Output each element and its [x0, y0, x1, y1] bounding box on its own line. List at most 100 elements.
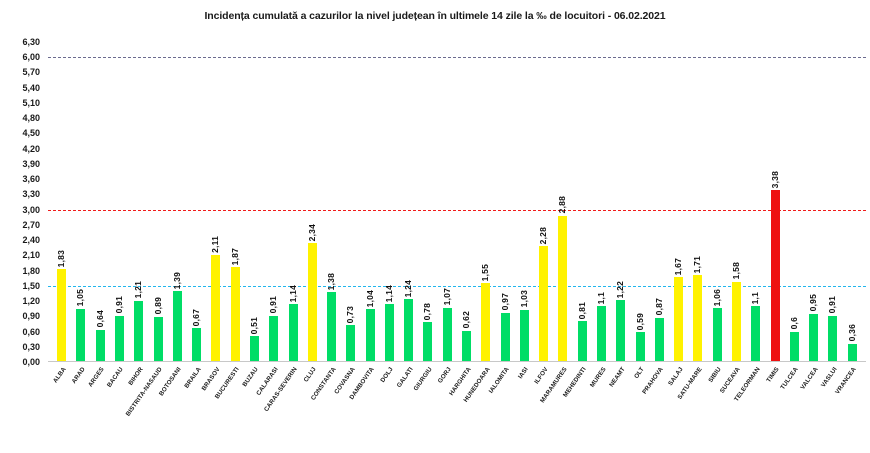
bar-slot: 0,97	[495, 42, 514, 362]
bar[interactable]	[847, 343, 857, 362]
bar[interactable]	[114, 315, 124, 362]
y-axis-tick-label: 1,50	[22, 280, 40, 291]
bar[interactable]	[192, 327, 202, 362]
bar[interactable]	[635, 332, 645, 362]
bar[interactable]	[654, 317, 664, 362]
bar[interactable]	[828, 315, 838, 362]
x-axis-category-label: GALATI	[395, 366, 415, 389]
x-axis-slot: VRANCEA	[834, 364, 862, 449]
bar-slot: 0,73	[341, 42, 360, 362]
bar[interactable]	[211, 254, 221, 362]
bar[interactable]	[558, 215, 568, 362]
bar[interactable]	[76, 308, 86, 362]
bar[interactable]	[519, 309, 529, 362]
x-axis-category-label: ILFOV	[532, 366, 550, 386]
bar-value-label: 0,81	[576, 301, 587, 319]
x-axis-slot: BRAILA	[183, 364, 206, 449]
bar-value-label: 0,97	[499, 293, 510, 311]
x-axis-slot: ALBA	[52, 364, 71, 449]
y-axis-tick-label: 3,90	[22, 158, 40, 169]
bar-slot: 2,34	[303, 42, 322, 362]
x-axis-slot: SIBIU	[707, 364, 727, 449]
bar-slot: 0,67	[187, 42, 206, 362]
bar-slot: 1,67	[669, 42, 688, 362]
bar[interactable]	[95, 329, 105, 362]
bar-slot: 1,14	[283, 42, 302, 362]
x-axis-slot: HUNEDOARA	[462, 364, 495, 449]
bar-slot: 1,24	[399, 42, 418, 362]
bar-value-label: 0,36	[846, 324, 857, 342]
bar-slot: 2,11	[206, 42, 225, 362]
bar-value-label: 0,64	[94, 310, 105, 328]
bar[interactable]	[423, 322, 433, 362]
bar-slot: 1,04	[361, 42, 380, 362]
y-axis-tick-label: 6,30	[22, 37, 40, 47]
bar[interactable]	[153, 316, 163, 362]
y-axis-tick-label: 2,70	[22, 219, 40, 230]
bar-slot: 1,22	[611, 42, 630, 362]
bar[interactable]	[616, 300, 626, 362]
bar[interactable]	[577, 320, 587, 362]
chart-title: Incidența cumulată a cazurilor la nivel …	[204, 10, 666, 22]
bar-value-label: 0,62	[461, 311, 472, 329]
x-axis-category-label: OLT	[633, 366, 646, 381]
bar-value-label: 1,05	[75, 289, 86, 307]
bar-value-label: 1,22	[615, 280, 626, 299]
bar[interactable]	[230, 267, 240, 362]
bar-value-label: 2,34	[306, 223, 317, 242]
bar-value-label: 0,91	[113, 296, 124, 314]
bar[interactable]	[462, 330, 472, 362]
bar[interactable]	[789, 331, 799, 362]
reference-line-threshold-3	[48, 209, 866, 211]
bar-value-label: 0,91	[827, 296, 838, 314]
bar[interactable]	[288, 304, 298, 362]
x-axis-slot: TIMIS	[765, 364, 784, 449]
bar-slot: 0,36	[843, 42, 862, 362]
bar[interactable]	[597, 306, 607, 362]
x-axis-slot: MARAMURES	[539, 364, 572, 449]
bar-slot: 1,71	[688, 42, 707, 362]
bar-slot: 0,91	[110, 42, 129, 362]
bar-value-label: 0,51	[248, 316, 259, 335]
bar[interactable]	[731, 281, 741, 362]
bar-value-label: 1,14	[383, 284, 394, 303]
bar[interactable]	[809, 313, 819, 362]
x-axis-category-label: MURES	[588, 366, 608, 389]
bar[interactable]	[57, 269, 67, 362]
bar[interactable]	[172, 291, 182, 362]
bar-slot: 0,78	[418, 42, 437, 362]
bar[interactable]	[384, 304, 394, 362]
bar-slot: 0,91	[823, 42, 842, 362]
bar[interactable]	[712, 308, 722, 362]
bar[interactable]	[500, 312, 510, 362]
bar[interactable]	[693, 275, 703, 362]
bar-value-label: 2,88	[557, 196, 568, 214]
x-axis-slot: VALCEA	[799, 364, 823, 449]
bar-slot: 1,83	[52, 42, 71, 362]
y-axis-tick-label: 5,10	[22, 97, 40, 108]
bar[interactable]	[481, 283, 491, 362]
bar[interactable]	[365, 309, 375, 362]
x-axis-slot: NEAMT	[608, 364, 630, 449]
bar-value-label: 0,87	[653, 298, 664, 316]
x-axis-slot: GORJ	[436, 364, 457, 449]
bar-value-label: 1,1	[596, 291, 607, 305]
x-axis-slot: CARAS-SEVERIN	[263, 364, 302, 449]
bar[interactable]	[442, 307, 452, 362]
bar[interactable]	[327, 291, 337, 362]
y-axis-tick-label: 4,80	[22, 113, 40, 124]
bar[interactable]	[307, 243, 317, 362]
bar[interactable]	[134, 300, 144, 362]
x-axis-slot: OLT	[630, 364, 649, 449]
bar[interactable]	[249, 336, 259, 362]
bar[interactable]	[269, 315, 279, 362]
bar[interactable]	[674, 277, 684, 362]
bar[interactable]	[404, 299, 414, 362]
bar[interactable]	[539, 246, 549, 362]
y-axis-tick-label: 5,40	[22, 82, 40, 93]
bar[interactable]	[751, 306, 761, 362]
reference-line-threshold-1-5	[48, 285, 866, 287]
bar[interactable]	[346, 324, 356, 362]
x-axis-category-label: GORJ	[436, 366, 453, 385]
bar[interactable]	[770, 190, 780, 362]
